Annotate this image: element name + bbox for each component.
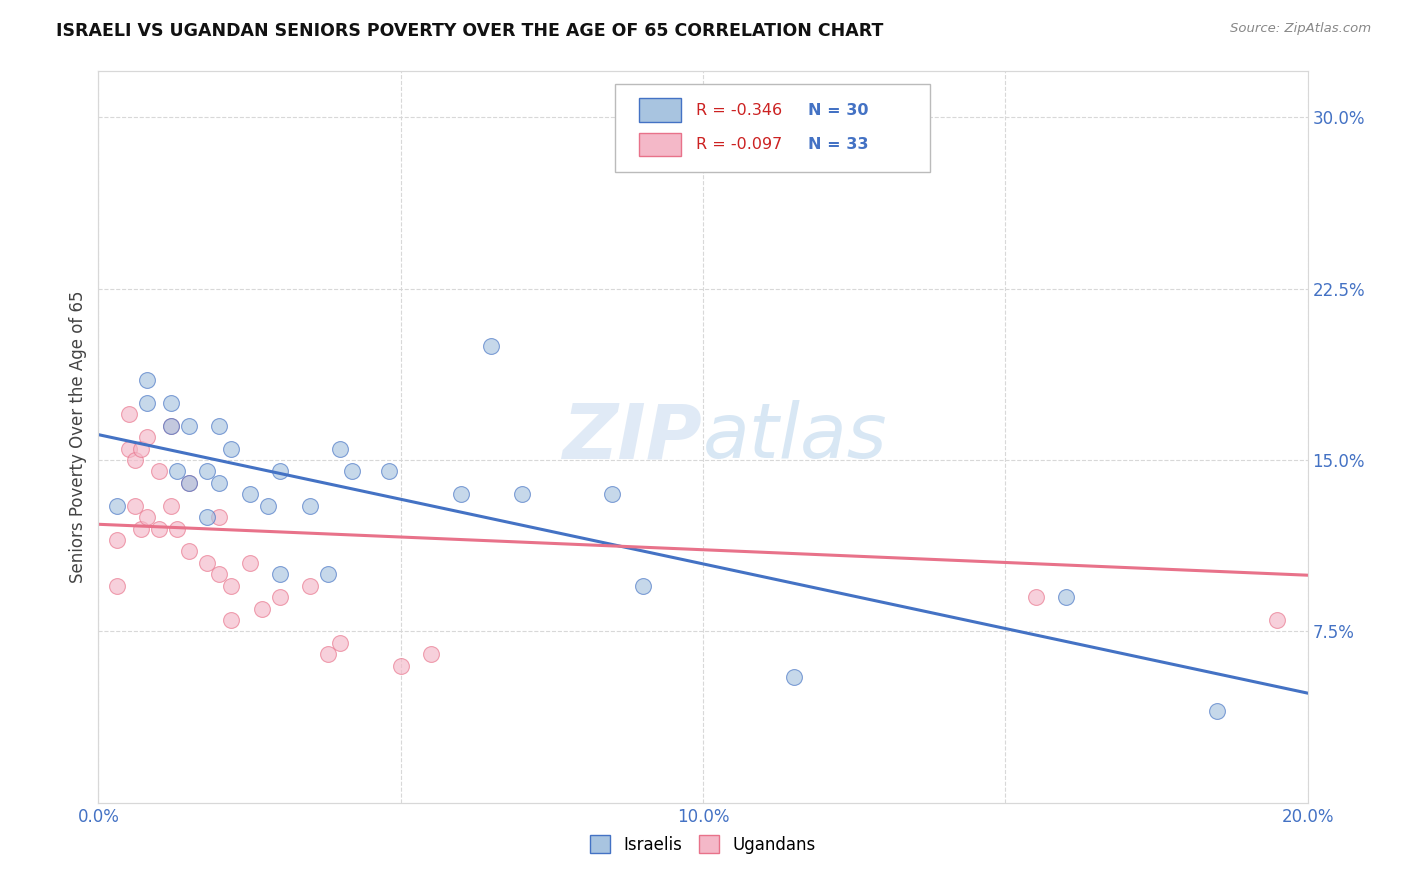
Point	[221, 613, 243, 627]
Point	[160, 499, 183, 513]
Point	[329, 442, 352, 456]
Point	[221, 442, 243, 456]
Text: N = 33: N = 33	[808, 137, 869, 152]
Point	[342, 464, 364, 478]
Text: atlas: atlas	[703, 401, 887, 474]
Text: ZIP: ZIP	[564, 401, 703, 474]
Point	[135, 510, 157, 524]
Point	[195, 510, 218, 524]
Point	[420, 647, 443, 661]
Point	[221, 579, 243, 593]
Point	[256, 499, 278, 513]
Point	[208, 510, 231, 524]
Point	[105, 499, 128, 513]
Point	[135, 373, 157, 387]
Point	[208, 567, 231, 582]
Point	[148, 521, 170, 535]
Point	[105, 533, 128, 547]
Point	[269, 590, 291, 604]
Point	[783, 670, 806, 684]
Point	[118, 407, 141, 421]
Text: Source: ZipAtlas.com: Source: ZipAtlas.com	[1230, 22, 1371, 36]
Text: R = -0.097: R = -0.097	[696, 137, 782, 152]
Point	[195, 464, 218, 478]
FancyBboxPatch shape	[638, 133, 682, 156]
Point	[389, 658, 412, 673]
FancyBboxPatch shape	[614, 84, 931, 172]
Text: ISRAELI VS UGANDAN SENIORS POVERTY OVER THE AGE OF 65 CORRELATION CHART: ISRAELI VS UGANDAN SENIORS POVERTY OVER …	[56, 22, 883, 40]
Point	[1267, 613, 1289, 627]
Point	[160, 396, 183, 410]
Legend: Israelis, Ugandans: Israelis, Ugandans	[583, 829, 823, 860]
Point	[377, 464, 399, 478]
Point	[1024, 590, 1046, 604]
Point	[160, 418, 183, 433]
Point	[124, 453, 146, 467]
FancyBboxPatch shape	[638, 98, 682, 122]
Point	[208, 475, 231, 490]
Point	[135, 430, 157, 444]
Point	[299, 579, 322, 593]
Point	[269, 464, 291, 478]
Point	[450, 487, 472, 501]
Point	[602, 487, 624, 501]
Y-axis label: Seniors Poverty Over the Age of 65: Seniors Poverty Over the Age of 65	[69, 291, 87, 583]
Point	[124, 499, 146, 513]
Point	[1206, 705, 1229, 719]
Point	[631, 579, 654, 593]
Point	[316, 567, 339, 582]
Point	[179, 544, 201, 558]
Point	[329, 636, 352, 650]
Point	[510, 487, 533, 501]
Point	[135, 396, 157, 410]
Point	[299, 499, 322, 513]
Point	[129, 521, 152, 535]
Point	[239, 487, 262, 501]
Point	[160, 418, 183, 433]
Text: R = -0.346: R = -0.346	[696, 103, 782, 118]
Point	[481, 338, 503, 352]
Point	[179, 418, 201, 433]
Point	[692, 121, 714, 136]
Point	[129, 442, 152, 456]
Point	[269, 567, 291, 582]
Point	[239, 556, 262, 570]
Point	[250, 601, 273, 615]
Point	[179, 475, 201, 490]
Point	[1054, 590, 1077, 604]
Text: N = 30: N = 30	[808, 103, 869, 118]
Point	[316, 647, 339, 661]
Point	[105, 579, 128, 593]
Point	[208, 418, 231, 433]
Point	[166, 521, 188, 535]
Point	[148, 464, 170, 478]
Point	[166, 464, 188, 478]
Point	[195, 556, 218, 570]
Point	[179, 475, 201, 490]
Point	[118, 442, 141, 456]
